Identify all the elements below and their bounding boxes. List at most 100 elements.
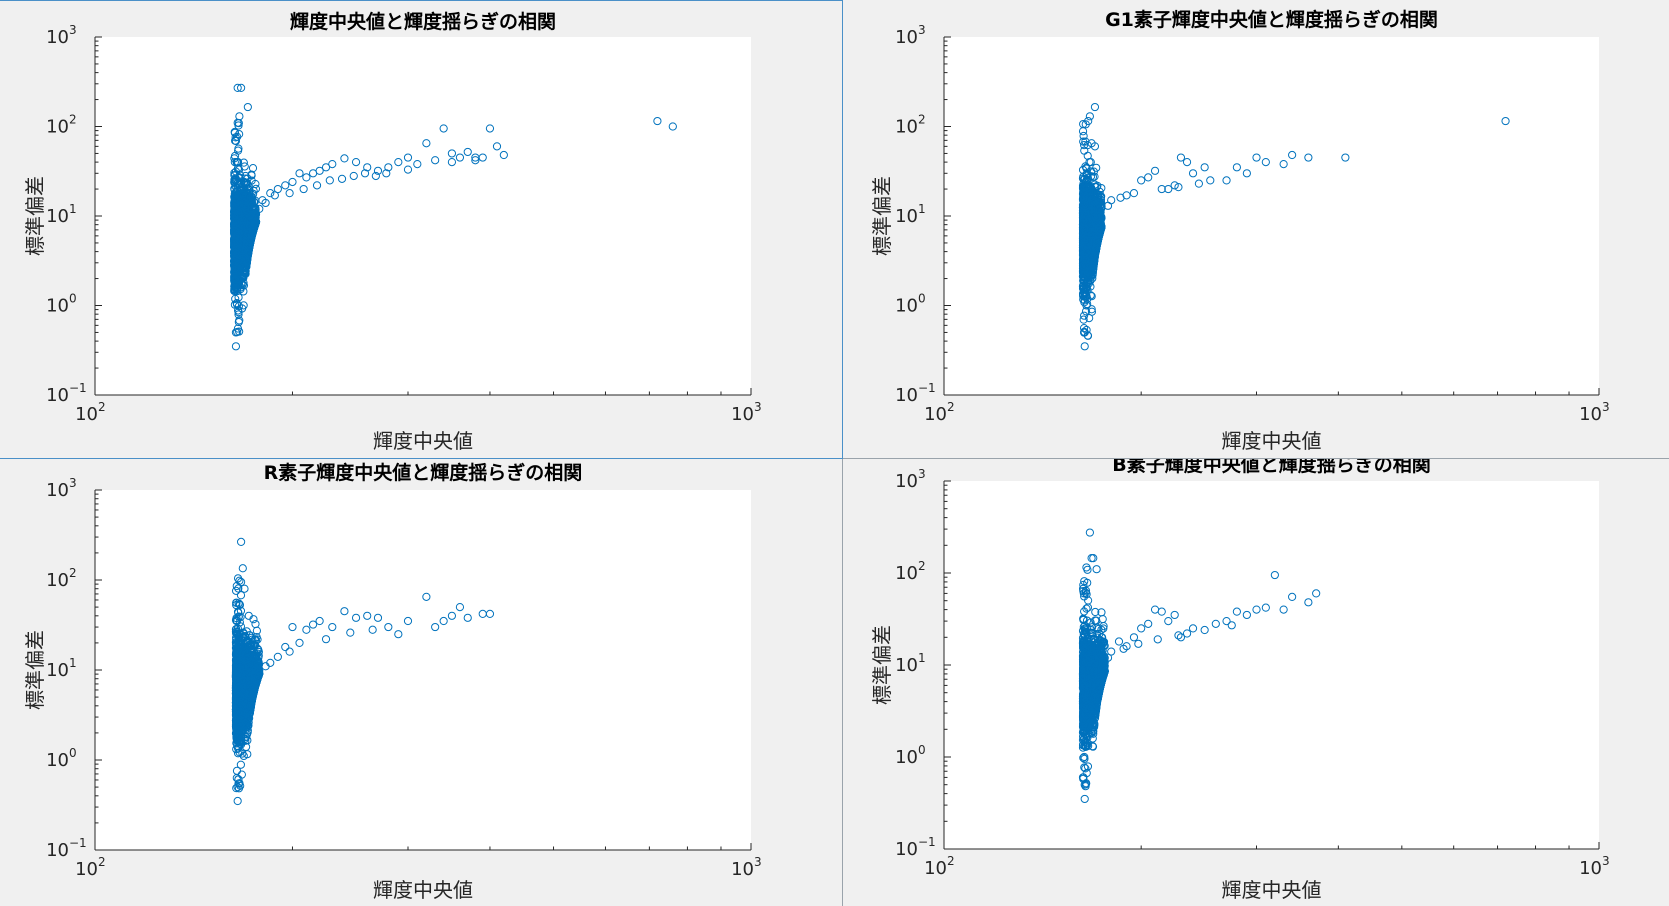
data-point xyxy=(340,607,349,616)
data-point xyxy=(1087,305,1096,314)
data-point xyxy=(231,699,241,708)
data-point xyxy=(236,591,246,600)
data-point xyxy=(478,153,487,162)
data-point xyxy=(1164,184,1173,194)
data-point xyxy=(246,642,255,651)
data-point xyxy=(248,656,257,665)
data-point xyxy=(249,615,258,624)
data-point xyxy=(1083,270,1092,279)
subplot-top-right[interactable]: 10−1 100 101 102 103 10 2 10 3 G1素子輝度中央値と輝度揺らぎの相関… xyxy=(843,0,1669,458)
data-point xyxy=(1242,169,1251,178)
data-point xyxy=(337,174,347,183)
data-point xyxy=(1091,218,1100,227)
data-point xyxy=(302,173,311,182)
x-tick-label-exponent: 2 xyxy=(947,400,955,414)
data-point xyxy=(384,622,393,632)
data-point xyxy=(1081,243,1091,252)
data-point xyxy=(1082,264,1091,273)
data-point xyxy=(403,165,413,174)
chart-title: G1素子輝度中央値と輝度揺らぎの相関 xyxy=(1105,8,1438,31)
x-tick-label: 10 xyxy=(1579,404,1602,425)
data-point xyxy=(233,118,242,127)
x-tick-label-exponent: 2 xyxy=(98,400,106,414)
data-point xyxy=(1079,261,1089,270)
data-point xyxy=(230,151,240,161)
chart-title: 輝度中央値と輝度揺らぎの相関 xyxy=(290,10,556,33)
data-point xyxy=(1194,179,1203,188)
data-point xyxy=(261,198,270,208)
data-point xyxy=(232,739,241,748)
data-point xyxy=(252,626,261,635)
data-point xyxy=(1222,176,1231,185)
data-point xyxy=(360,169,370,178)
data-point xyxy=(237,577,246,587)
data-point xyxy=(1082,280,1091,290)
data-point xyxy=(231,586,241,595)
data-point xyxy=(368,625,377,634)
data-point xyxy=(1093,236,1102,245)
data-point xyxy=(241,257,250,266)
y-tick-label-base: 10 xyxy=(895,27,918,48)
data-point xyxy=(431,622,440,632)
data-point xyxy=(455,153,465,162)
data-point xyxy=(373,613,383,622)
data-point xyxy=(255,204,264,214)
data-point xyxy=(1103,201,1113,210)
y-tick-label: 100 xyxy=(46,292,77,317)
data-point xyxy=(295,638,304,648)
data-point xyxy=(249,659,258,669)
y-tick-label: 103 xyxy=(895,23,926,48)
data-point xyxy=(248,227,257,237)
data-point xyxy=(1079,315,1088,324)
data-point xyxy=(246,211,256,220)
data-point xyxy=(237,83,246,92)
data-point xyxy=(463,613,472,622)
data-point xyxy=(231,328,241,337)
data-point xyxy=(1080,199,1089,208)
data-point xyxy=(235,661,244,670)
data-point xyxy=(1182,158,1192,167)
data-point xyxy=(1080,311,1089,320)
data-point xyxy=(247,646,256,655)
y-tick-label: 101 xyxy=(46,202,77,227)
data-point xyxy=(1079,219,1088,228)
data-point xyxy=(1501,116,1510,126)
data-point xyxy=(403,153,413,162)
data-point xyxy=(249,662,258,671)
y-tick-label-base: 10 xyxy=(46,206,69,227)
data-point xyxy=(1087,252,1096,261)
data-point xyxy=(371,171,380,181)
data-point xyxy=(250,682,259,691)
data-point xyxy=(233,164,243,173)
data-point xyxy=(1091,213,1101,222)
data-point xyxy=(232,784,241,793)
data-point xyxy=(328,160,337,169)
data-point xyxy=(285,647,294,656)
data-point xyxy=(1174,183,1183,192)
data-point xyxy=(1080,255,1089,264)
subplot-bottom-left[interactable]: 10−1 100 101 102 103 10 2 10 3 R素子輝度中央値と輝度揺らぎの相関輝… xyxy=(0,459,842,906)
data-point xyxy=(281,181,290,190)
data-point xyxy=(1082,169,1092,178)
x-axis-label: 輝度中央値 xyxy=(1222,429,1322,453)
subplot-top-left[interactable]: 10−1 100 101 102 103 10 2 10 3 輝度中央値と輝度揺らぎの相関 輝度中央… xyxy=(0,0,842,458)
data-point xyxy=(1079,271,1089,281)
data-point xyxy=(422,139,431,148)
data-point xyxy=(241,710,250,719)
data-point xyxy=(233,782,242,792)
data-point xyxy=(236,708,246,717)
y-tick-label: 10−1 xyxy=(895,381,936,406)
data-point xyxy=(234,226,243,235)
data-point xyxy=(253,673,262,682)
y-tick-label-exponent: 2 xyxy=(918,113,926,127)
data-point xyxy=(1083,173,1092,182)
data-point xyxy=(238,564,247,573)
data-point xyxy=(1079,137,1088,146)
data-point xyxy=(499,150,508,160)
data-point xyxy=(234,144,243,153)
data-point xyxy=(1080,328,1089,337)
data-point xyxy=(237,537,246,547)
data-point xyxy=(653,116,662,126)
